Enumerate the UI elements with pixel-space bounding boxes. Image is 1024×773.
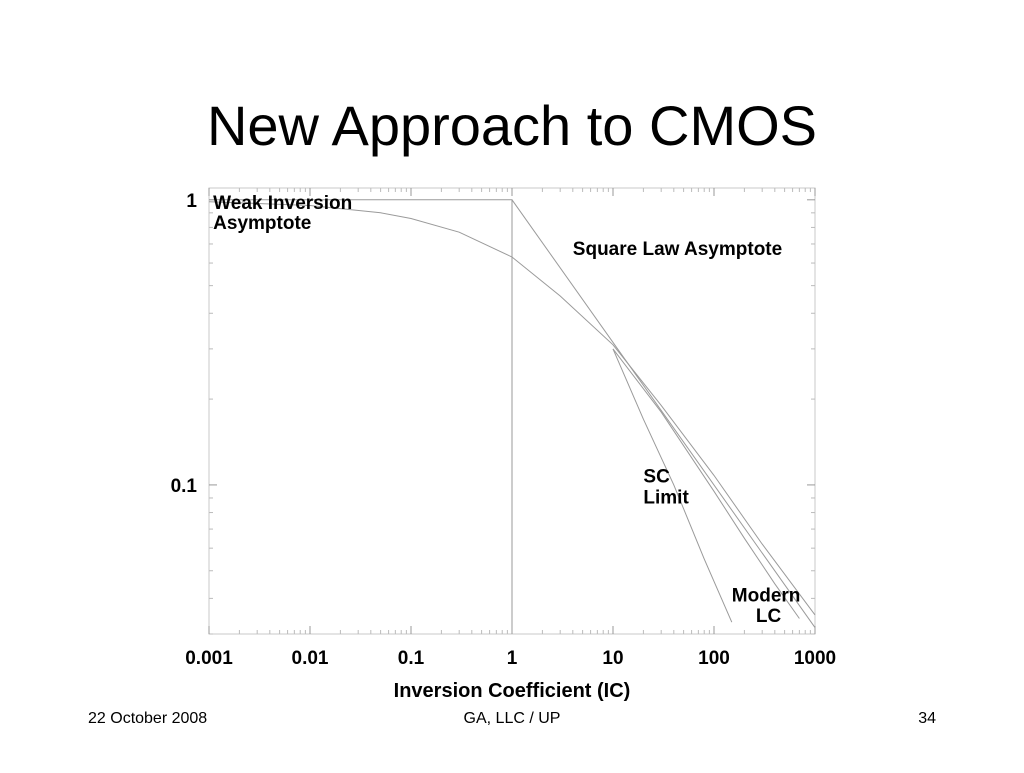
annotation-label: Square Law Asymptote [573,239,782,260]
annotation-label: Asymptote [213,213,311,234]
series-line-1 [511,199,816,628]
series-line-0 [209,199,513,634]
annotation-label: Modern [732,586,801,607]
x-tick-label: 1000 [794,648,836,669]
slide-title: New Approach to CMOS [206,94,818,157]
footer-organization: GA, LLC / UP [463,710,561,727]
series-line-3 [612,348,733,623]
x-tick-label: 100 [698,648,730,669]
annotation-label: SC [643,466,670,487]
x-tick-label: 1 [507,648,518,669]
annotation-label: LC [756,606,782,627]
x-axis-label: Inversion Coefficient (IC) [394,680,631,702]
footer-date: 22 October 2008 [88,710,208,727]
slide-number: 34 [918,710,936,727]
y-tick-label: 0.1 [171,476,198,497]
series-line-2 [208,201,816,616]
x-tick-label: 0.1 [398,648,425,669]
annotation-label: Limit [643,488,689,509]
x-tick-label: 0.001 [185,648,233,669]
x-tick-label: 0.01 [292,648,329,669]
y-tick-label: 1 [186,191,197,212]
series-line-4 [612,348,800,619]
x-tick-label: 10 [602,648,623,669]
annotation-label: Weak Inversion [213,193,352,214]
